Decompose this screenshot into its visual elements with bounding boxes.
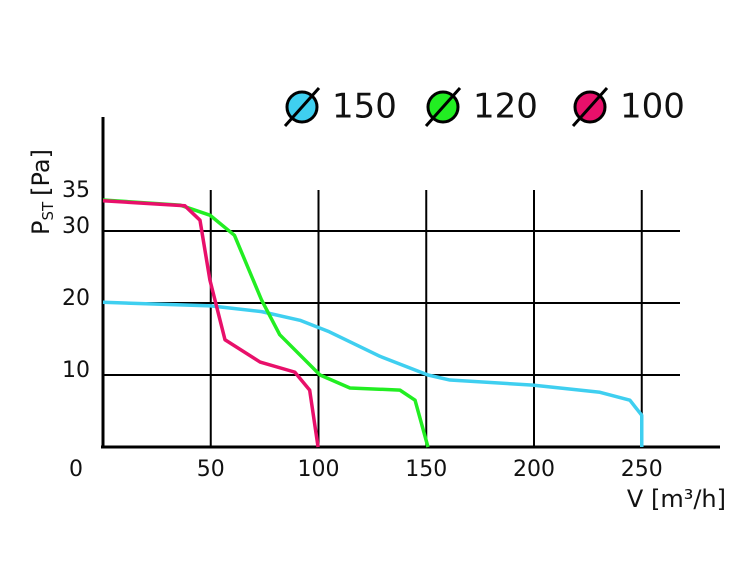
y-axis-label: PST [Pa] (27, 149, 57, 235)
legend-label: 120 (473, 87, 538, 127)
legend-slash (424, 86, 462, 128)
y-label-sub: ST (39, 201, 57, 221)
legend-label: 100 (620, 87, 685, 127)
x-tick-label: 150 (405, 457, 447, 482)
y-label-unit: [Pa] (27, 149, 55, 196)
legend-label: 150 (332, 87, 397, 127)
y-tick-label: 20 (62, 286, 90, 311)
line (102, 198, 430, 448)
legend-slash (571, 86, 609, 128)
line (102, 300, 644, 447)
y-tick-label: 10 (62, 358, 90, 383)
legend-slash (283, 86, 321, 128)
y-tick-label: 30 (62, 214, 90, 239)
y-label-main: P (27, 221, 55, 235)
x-axis-label: V [m³/h] (627, 485, 726, 513)
x-tick-label: 100 (298, 457, 340, 482)
x-tick-label: 0 (69, 457, 83, 482)
x-tick-label: 200 (513, 457, 555, 482)
y-tick-label: 35 (62, 178, 90, 203)
x-tick-label: 50 (197, 457, 225, 482)
line (102, 199, 320, 448)
x-tick-label: 250 (621, 457, 663, 482)
